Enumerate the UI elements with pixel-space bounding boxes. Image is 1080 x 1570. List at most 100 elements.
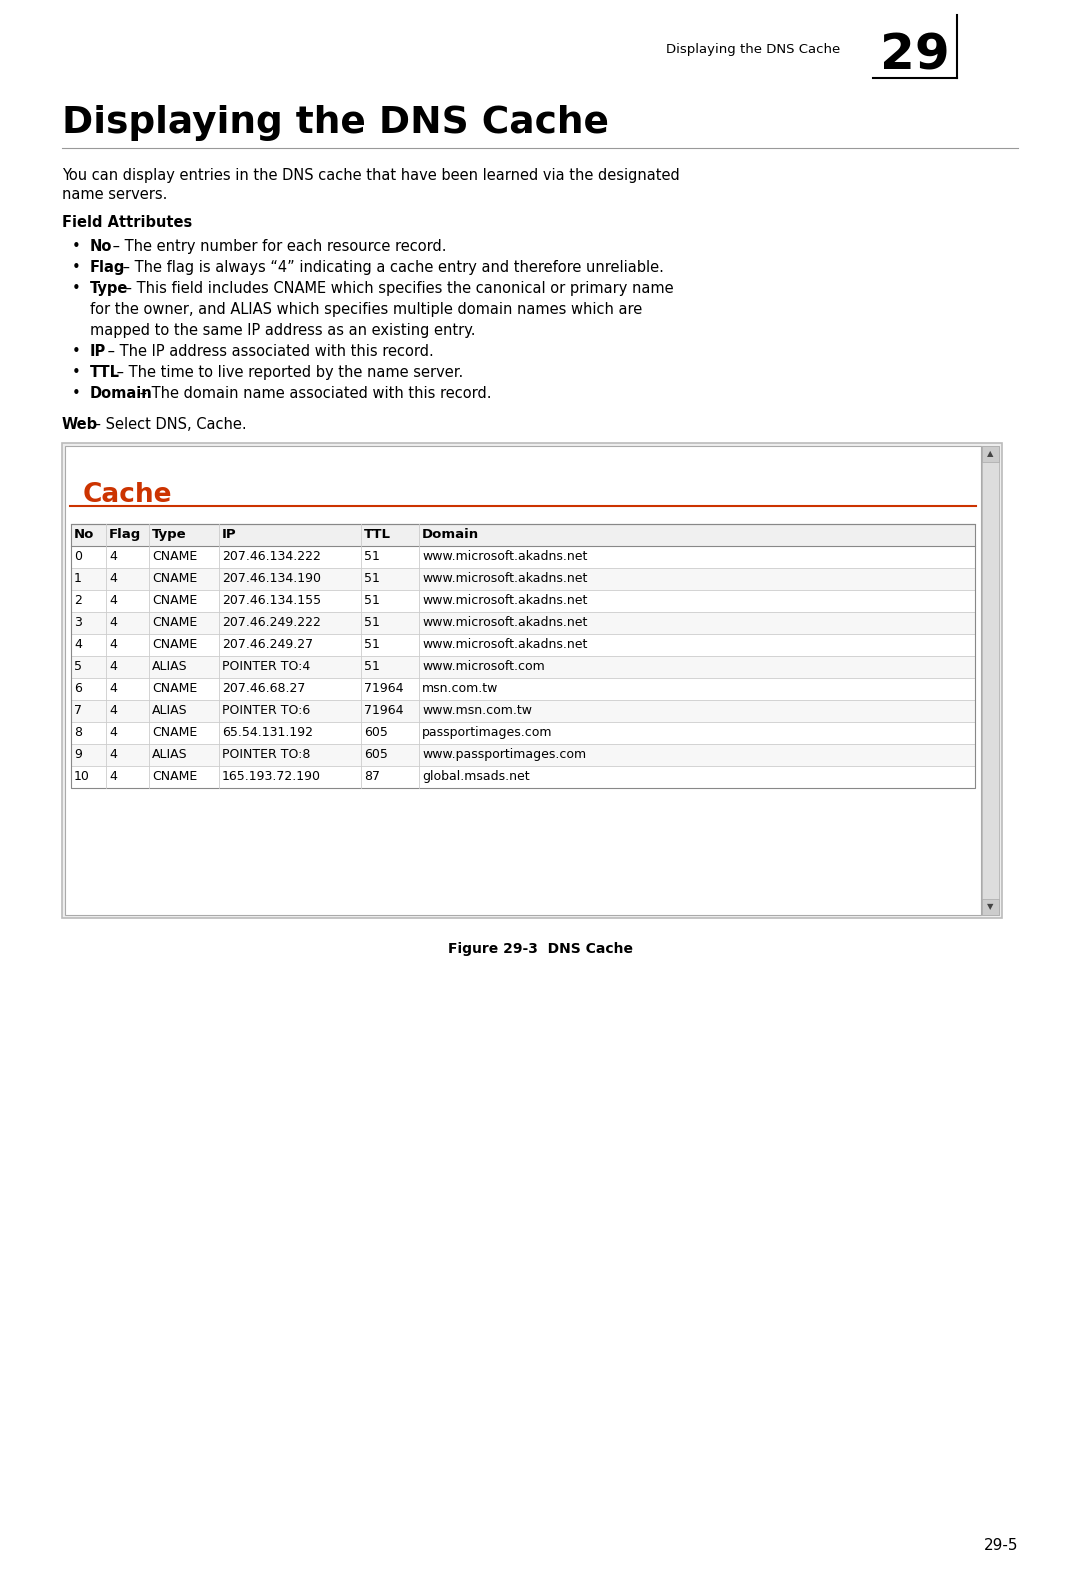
Text: •: • [72,344,81,360]
Bar [71,766,975,788]
Text: TTL: TTL [90,364,120,380]
Text: 4: 4 [109,703,117,717]
Text: www.microsoft.akadns.net: www.microsoft.akadns.net [422,637,588,652]
Bar [71,546,975,568]
Text: 4: 4 [109,550,117,564]
Text: 4: 4 [109,637,117,652]
Text: ALIAS: ALIAS [152,703,188,717]
Text: 7: 7 [75,703,82,717]
Text: TTL: TTL [364,528,391,542]
Bar [982,446,999,915]
Text: 207.46.134.222: 207.46.134.222 [222,550,321,564]
Text: ▼: ▼ [987,903,994,912]
Text: mapped to the same IP address as an existing entry.: mapped to the same IP address as an exis… [90,323,475,338]
Bar [62,443,1002,918]
Text: 51: 51 [364,550,380,564]
Bar [71,678,975,700]
Bar [982,446,999,462]
Text: www.microsoft.akadns.net: www.microsoft.akadns.net [422,593,588,608]
Bar [71,656,975,678]
Text: •: • [72,386,81,400]
Text: – Select DNS, Cache.: – Select DNS, Cache. [89,418,246,432]
Bar [71,568,975,590]
Text: Figure 29-3  DNS Cache: Figure 29-3 DNS Cache [447,942,633,956]
Text: Web: Web [62,418,98,432]
Text: name servers.: name servers. [62,187,167,203]
Text: msn.com.tw: msn.com.tw [422,681,498,696]
Text: 207.46.68.27: 207.46.68.27 [222,681,306,696]
Text: 5: 5 [75,659,82,674]
Text: 87: 87 [364,769,380,783]
Text: You can display entries in the DNS cache that have been learned via the designat: You can display entries in the DNS cache… [62,168,679,184]
Bar [71,722,975,744]
Text: 4: 4 [109,571,117,586]
Text: Type: Type [90,281,129,297]
Text: passportimages.com: passportimages.com [422,725,553,739]
Text: 207.46.249.222: 207.46.249.222 [222,615,321,630]
Text: www.microsoft.akadns.net: www.microsoft.akadns.net [422,550,588,564]
Text: 4: 4 [109,681,117,696]
Text: Flag: Flag [90,261,125,275]
Text: – The time to live reported by the name server.: – The time to live reported by the name … [112,364,463,380]
Text: Displaying the DNS Cache: Displaying the DNS Cache [62,105,609,141]
Text: – The domain name associated with this record.: – The domain name associated with this r… [135,386,491,400]
Text: POINTER TO:4: POINTER TO:4 [222,659,310,674]
Text: •: • [72,261,81,275]
Text: www.passportimages.com: www.passportimages.com [422,747,586,761]
Text: CNAME: CNAME [152,593,198,608]
Text: 71964: 71964 [364,703,404,717]
Text: CNAME: CNAME [152,637,198,652]
Text: 51: 51 [364,637,380,652]
Bar [65,446,981,915]
Text: Domain: Domain [422,528,480,542]
Bar [71,524,975,546]
Text: www.microsoft.akadns.net: www.microsoft.akadns.net [422,615,588,630]
Text: CNAME: CNAME [152,769,198,783]
Bar [71,634,975,656]
Text: IP: IP [222,528,237,542]
Bar [71,744,975,766]
Text: 605: 605 [364,747,388,761]
Text: POINTER TO:8: POINTER TO:8 [222,747,310,761]
Text: •: • [72,239,81,254]
Text: 51: 51 [364,593,380,608]
Text: 207.46.134.190: 207.46.134.190 [222,571,321,586]
Text: 3: 3 [75,615,82,630]
Text: www.msn.com.tw: www.msn.com.tw [422,703,532,717]
Text: 10: 10 [75,769,90,783]
Text: 8: 8 [75,725,82,739]
Text: 65.54.131.192: 65.54.131.192 [222,725,313,739]
Text: 0: 0 [75,550,82,564]
Bar [982,900,999,915]
Text: – The entry number for each resource record.: – The entry number for each resource rec… [108,239,446,254]
Text: 1: 1 [75,571,82,586]
Text: global.msads.net: global.msads.net [422,769,529,783]
Text: IP: IP [90,344,106,360]
Text: 2: 2 [75,593,82,608]
Text: 29: 29 [880,31,950,78]
Text: for the owner, and ALIAS which specifies multiple domain names which are: for the owner, and ALIAS which specifies… [90,301,643,317]
Text: 165.193.72.190: 165.193.72.190 [222,769,321,783]
Text: 4: 4 [109,747,117,761]
Text: ▲: ▲ [987,449,994,458]
Text: www.microsoft.com: www.microsoft.com [422,659,544,674]
Text: 29-5: 29-5 [984,1539,1018,1553]
Text: CNAME: CNAME [152,681,198,696]
Bar [71,700,975,722]
Text: 4: 4 [109,659,117,674]
Text: ALIAS: ALIAS [152,659,188,674]
Text: www.microsoft.akadns.net: www.microsoft.akadns.net [422,571,588,586]
Bar [71,612,975,634]
Text: Cache: Cache [83,482,173,509]
Text: •: • [72,364,81,380]
Text: 4: 4 [75,637,82,652]
Text: 51: 51 [364,571,380,586]
Text: 4: 4 [109,615,117,630]
Text: Type: Type [152,528,187,542]
Text: – The IP address associated with this record.: – The IP address associated with this re… [103,344,434,360]
Text: Field Attributes: Field Attributes [62,215,192,229]
Text: – This field includes CNAME which specifies the canonical or primary name: – This field includes CNAME which specif… [120,281,674,297]
Text: 4: 4 [109,593,117,608]
Bar [71,524,975,788]
Text: 71964: 71964 [364,681,404,696]
